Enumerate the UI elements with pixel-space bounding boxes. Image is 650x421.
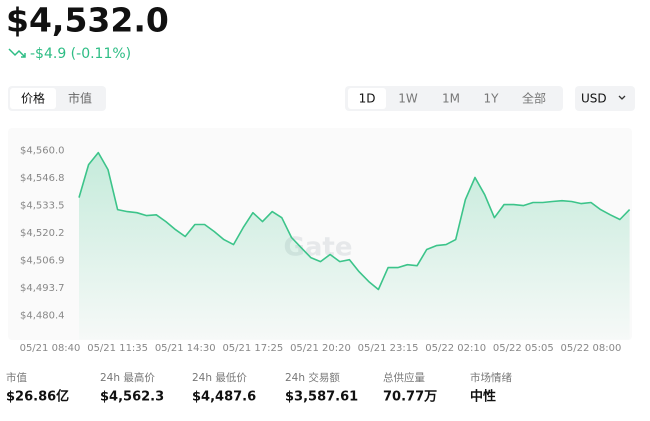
change: -$4.9 (-0.11%)	[30, 46, 131, 62]
y-tick-label: $4,560.0	[20, 146, 65, 157]
x-tick-label: 05/22 02:10	[425, 343, 486, 354]
stat-label: 24h 交易额	[285, 371, 340, 384]
x-tick-label: 05/21 08:40	[20, 343, 81, 354]
dropdown-arrow	[618, 95, 626, 100]
y-tick-label: $4,520.2	[20, 228, 65, 239]
range-button[interactable]: 全部	[522, 91, 546, 106]
stat-label: 市场情绪	[470, 371, 512, 384]
tab[interactable]: 价格	[21, 91, 45, 106]
range-button[interactable]: 1W	[398, 92, 418, 106]
stat-label: 24h 最低价	[192, 371, 247, 384]
tab-active	[10, 88, 56, 109]
down-icon	[8, 48, 26, 58]
x-tick-label: 05/22 05:05	[493, 343, 554, 354]
tab[interactable]: 市值	[68, 91, 92, 106]
x-tick-label: 05/21 14:30	[155, 343, 216, 354]
x-tick-label: 05/21 20:20	[290, 343, 351, 354]
x-tick-label: 05/21 17:25	[222, 343, 283, 354]
price-line	[78, 151, 631, 291]
stat-value: 70.77万	[383, 390, 437, 405]
y-tick-label: $4,533.5	[20, 200, 65, 211]
currency-select[interactable]	[575, 86, 635, 111]
price: $4,532.0	[6, 1, 169, 40]
range-button[interactable]: 1Y	[484, 92, 500, 106]
stat-label: 市值	[6, 371, 27, 384]
x-tick-label: 05/22 08:00	[561, 343, 622, 354]
stat-value: $3,587.61	[285, 390, 358, 405]
y-tick-label: $4,546.8	[20, 173, 65, 184]
y-tick-label: $4,493.7	[20, 283, 65, 294]
currency[interactable]: USD	[581, 92, 607, 106]
stat-value: $26.86亿	[6, 389, 69, 405]
stat-value: $4,487.6	[192, 390, 256, 405]
range-button[interactable]: 1M	[442, 92, 460, 106]
range-group	[345, 86, 563, 111]
y-tick-label: $4,480.4	[20, 310, 65, 321]
x-tick-label: 05/21 23:15	[358, 343, 419, 354]
stat-value: 中性	[470, 389, 496, 405]
stat-value: $4,562.3	[100, 390, 164, 405]
stat-label: 总供应量	[383, 371, 425, 384]
range-button[interactable]: 1D	[359, 92, 376, 106]
y-tick-label: $4,506.9	[20, 256, 65, 267]
stat-label: 24h 最高价	[100, 371, 155, 384]
x-tick-label: 05/21 11:35	[87, 343, 148, 354]
area	[78, 152, 630, 340]
range-active	[348, 88, 386, 109]
